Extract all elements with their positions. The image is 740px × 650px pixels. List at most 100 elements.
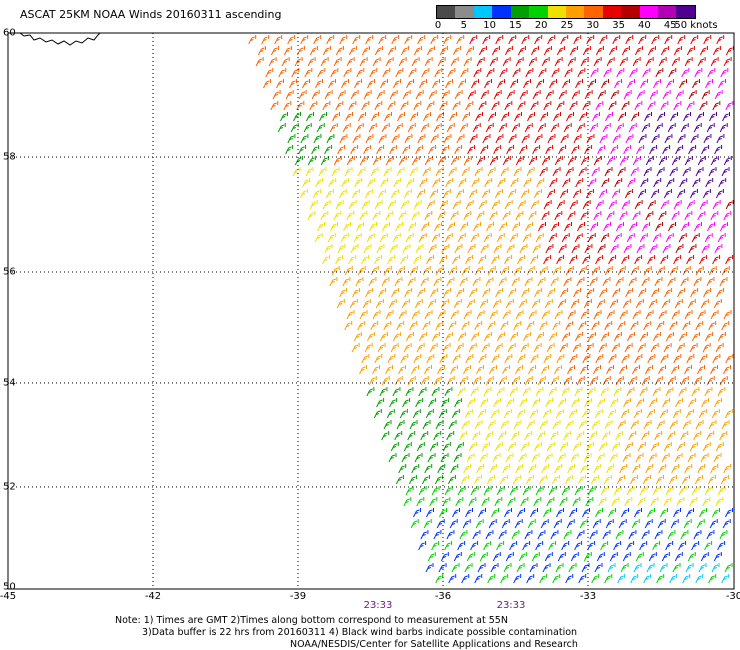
wind-barb: [635, 453, 644, 463]
wind-barb: [472, 530, 481, 540]
wind-barb: [558, 244, 567, 254]
wind-barb: [387, 200, 396, 210]
wind-barb: [511, 376, 520, 386]
wind-barb: [677, 288, 686, 298]
wind-barb: [636, 145, 645, 155]
wind-barb: [547, 35, 556, 45]
wind-barb: [483, 541, 492, 551]
wind-barb: [544, 299, 553, 309]
wind-barb: [583, 552, 592, 562]
wind-barb: [515, 211, 524, 221]
wind-barb: [714, 90, 723, 100]
wind-barb: [442, 497, 451, 507]
wind-barb: [694, 68, 703, 78]
wind-barb: [713, 453, 722, 463]
wind-barb: [439, 508, 447, 518]
wind-barb: [313, 35, 322, 45]
wind-barb: [564, 222, 572, 232]
wind-barb: [656, 574, 665, 584]
wind-barb: [378, 288, 387, 298]
wind-barb: [461, 321, 470, 331]
wind-barb: [435, 266, 444, 276]
wind-barb: [283, 46, 292, 56]
wind-barb: [585, 442, 594, 452]
wind-barb: [528, 310, 537, 320]
wind-barb: [402, 145, 411, 155]
wind-barb: [588, 79, 596, 89]
wind-barb: [458, 79, 466, 89]
wind-barb: [632, 156, 641, 166]
wind-barb: [409, 321, 418, 331]
wind-barb: [359, 57, 368, 67]
wind-barb: [567, 310, 576, 320]
wind-barb: [421, 475, 430, 485]
wind-barb: [697, 211, 706, 221]
wind-barb: [666, 79, 674, 89]
wind-barb: [327, 233, 336, 243]
wind-barb: [444, 486, 453, 496]
wind-barb: [485, 277, 494, 287]
wind-barb: [486, 68, 495, 78]
wind-barb: [574, 541, 583, 551]
wind-barb: [509, 541, 518, 551]
wind-barb: [348, 101, 357, 111]
wind-barb: [686, 508, 694, 518]
wind-barb: [381, 277, 390, 287]
wind-barb: [534, 35, 543, 45]
wind-barb: [390, 189, 399, 199]
wind-barb: [676, 189, 685, 199]
wind-barb: [317, 68, 326, 78]
wind-barb: [596, 552, 605, 562]
wind-barb: [446, 530, 455, 540]
wind-barb: [398, 211, 407, 221]
wind-barb: [502, 365, 510, 375]
wind-barb: [381, 431, 390, 441]
wind-barb: [474, 266, 483, 276]
wind-barb: [570, 552, 579, 562]
wind-barb: [455, 497, 464, 507]
scale-tick-label: 40: [638, 20, 651, 31]
wind-barb: [437, 310, 446, 320]
wind-barb: [442, 442, 451, 452]
wind-barb: [625, 35, 634, 45]
wind-barb: [337, 145, 346, 155]
wind-barb: [459, 277, 468, 287]
wind-barb: [714, 145, 723, 155]
wind-barb: [411, 365, 419, 375]
scale-tick-label: 5: [460, 20, 467, 31]
wind-barb: [387, 255, 396, 265]
wind-barb: [440, 453, 449, 463]
wind-barb: [548, 332, 557, 342]
wind-barb: [408, 222, 416, 232]
wind-barb: [280, 112, 288, 122]
wind-barb: [453, 453, 462, 463]
wind-barb: [622, 453, 631, 463]
wind-barb: [687, 552, 696, 562]
wind-barb: [721, 420, 730, 430]
wind-barb: [710, 464, 719, 474]
wind-barb: [559, 189, 568, 199]
wind-barb: [663, 189, 672, 199]
wind-barb: [418, 332, 427, 342]
wind-barb: [510, 79, 518, 89]
wind-barb: [660, 508, 668, 518]
wind-barb: [351, 343, 360, 353]
wind-barb: [527, 519, 536, 529]
wind-barb: [587, 541, 596, 551]
wind-barb: [582, 101, 591, 111]
wind-barb: [389, 90, 398, 100]
wind-barb: [417, 35, 426, 45]
wind-barb: [617, 321, 626, 331]
wind-barb: [686, 200, 695, 210]
wind-barb: [425, 409, 434, 419]
wind-barb: [451, 563, 460, 573]
wind-barb: [573, 35, 582, 45]
wind-barb: [682, 167, 691, 177]
wind-barb: [312, 189, 321, 199]
wind-barb: [684, 57, 693, 67]
wind-barb: [486, 222, 494, 232]
wind-barb: [717, 387, 726, 397]
wind-barb: [580, 310, 589, 320]
wind-barb: [353, 233, 362, 243]
wind-barb: [374, 46, 383, 56]
